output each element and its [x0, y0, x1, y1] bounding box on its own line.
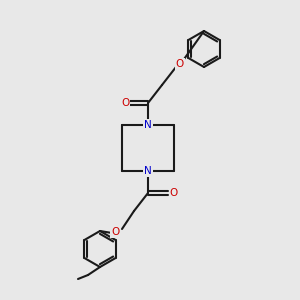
Text: N: N	[144, 120, 152, 130]
Text: O: O	[121, 98, 129, 108]
Text: O: O	[170, 188, 178, 198]
Text: N: N	[144, 166, 152, 176]
Text: O: O	[176, 59, 184, 69]
Text: O: O	[111, 227, 119, 237]
